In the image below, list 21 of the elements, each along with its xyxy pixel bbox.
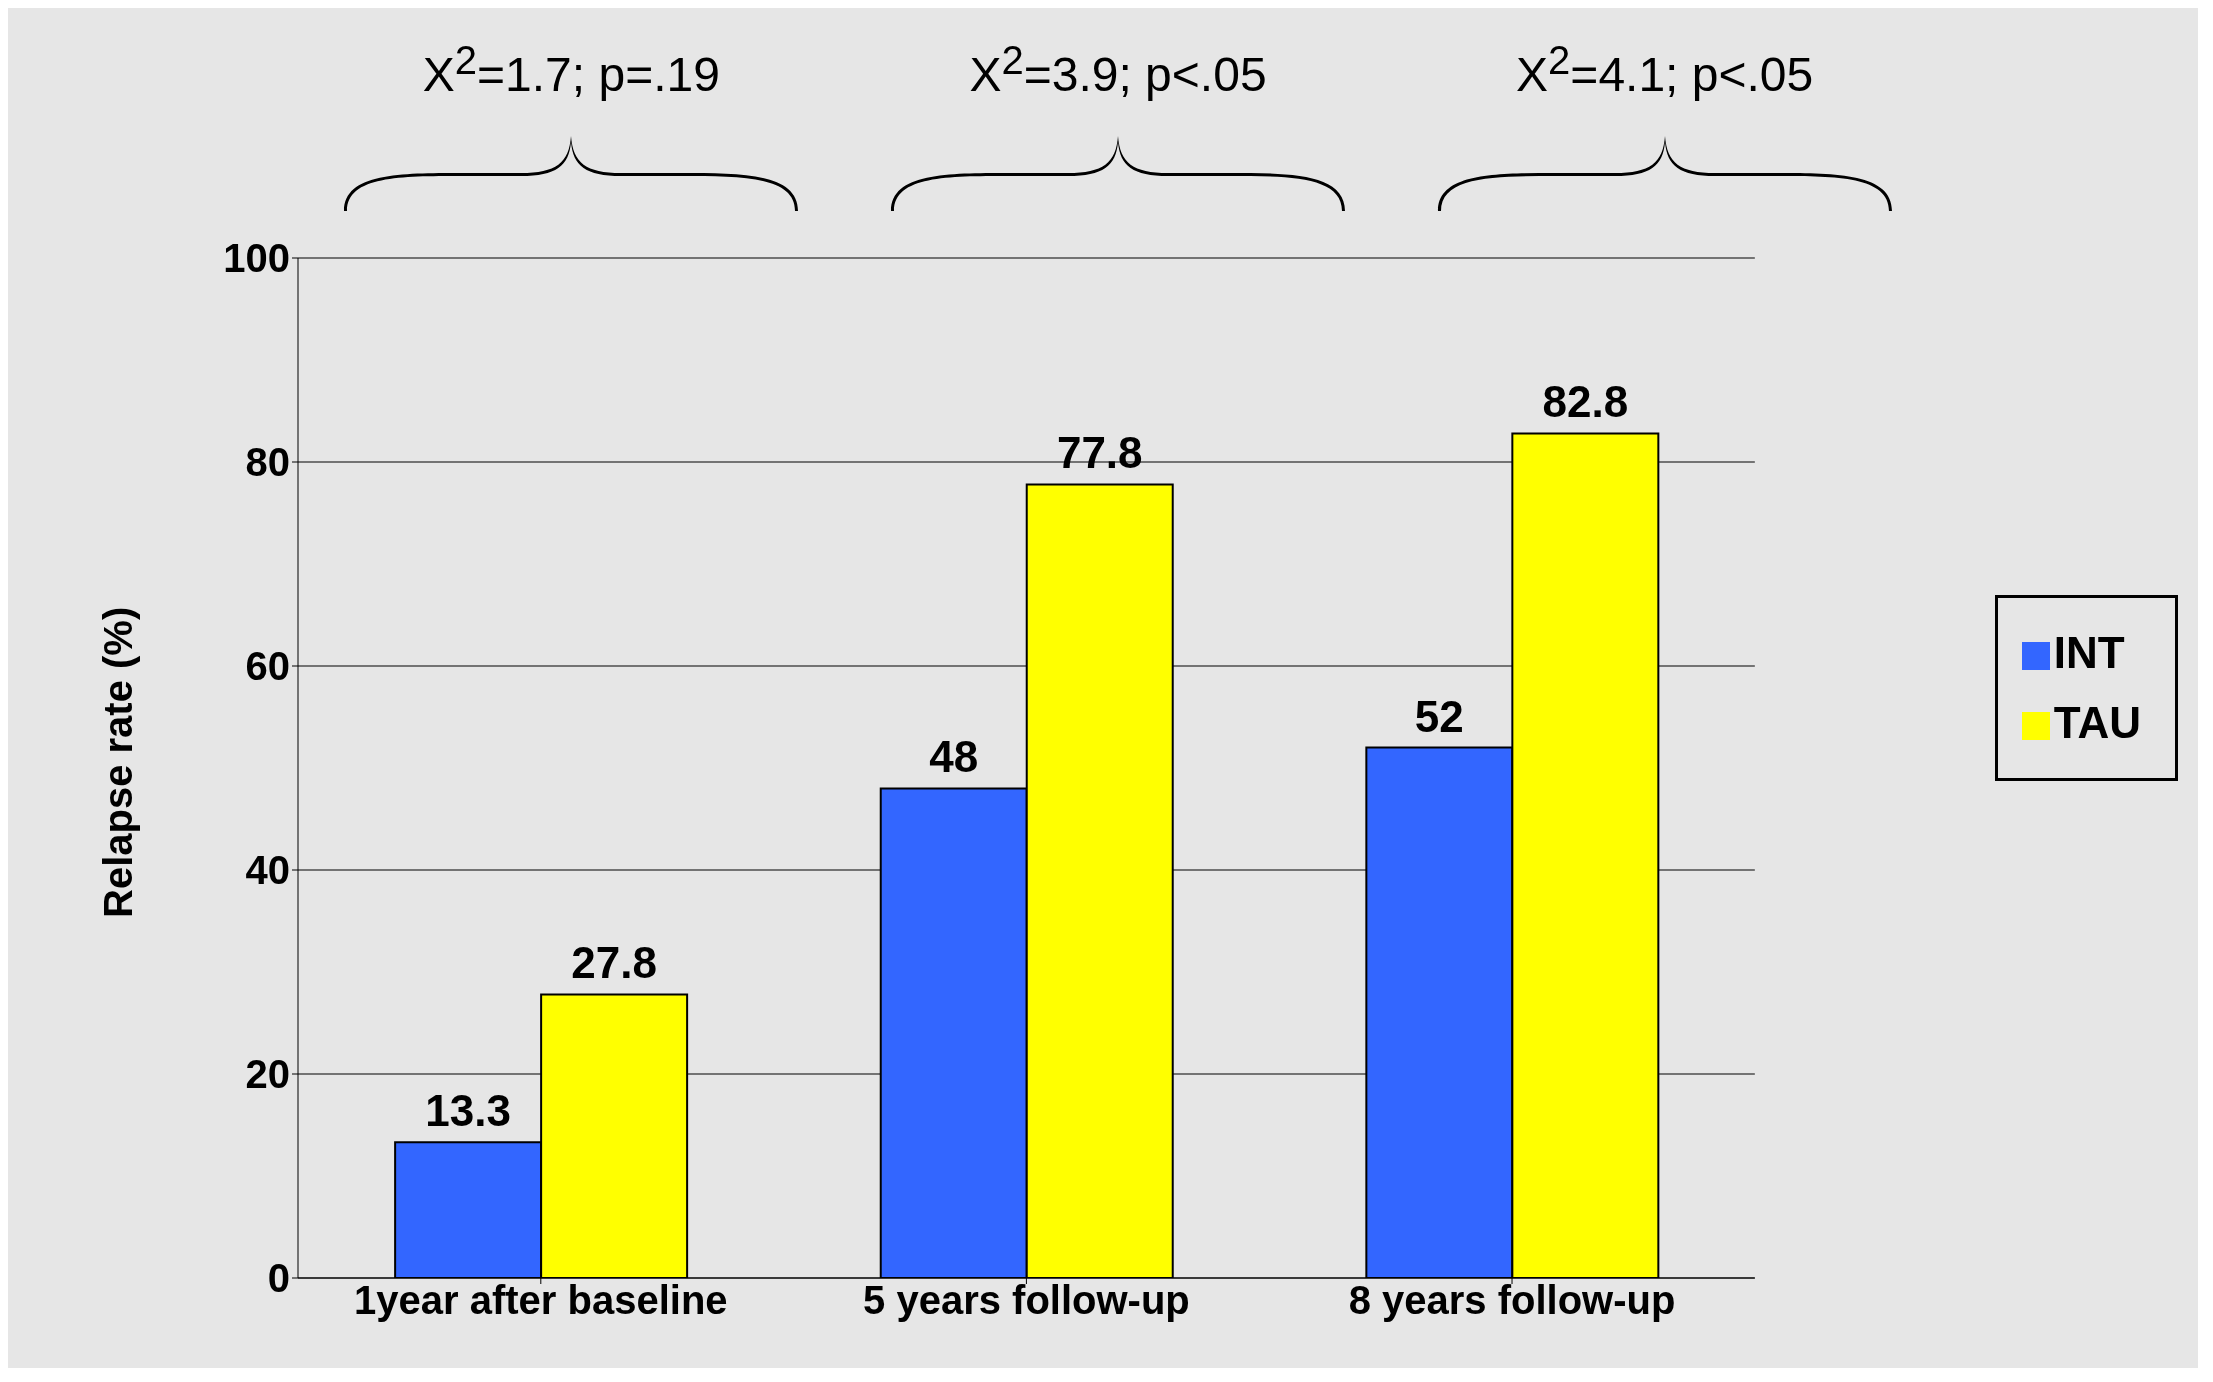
- y-axis-title: Relapse rate (%): [96, 606, 141, 918]
- data-label: 82.8: [1542, 377, 1629, 427]
- x-tick-label: 1year after baseline: [354, 1278, 728, 1323]
- legend-label: INT: [2053, 628, 2125, 677]
- y-tick-label: 20: [245, 1052, 290, 1097]
- text: X$^{2}$=4.1; p<.05: [1515, 38, 1815, 102]
- legend-label: TAU: [2053, 698, 2141, 747]
- y-tick-label: 40: [245, 848, 290, 893]
- data-label: 77.8: [1056, 428, 1143, 478]
- x-tick-label: 5 years follow-up: [863, 1278, 1190, 1323]
- y-tick-label: 100: [223, 236, 290, 281]
- y-tick-label: 80: [245, 440, 290, 485]
- y-tick-label: 60: [245, 644, 290, 689]
- text: X$^{2}$=1.7; p=.19: [421, 38, 721, 102]
- data-label: 48: [929, 732, 979, 782]
- text: X$^{2}$=3.9; p<.05: [968, 38, 1268, 102]
- y-tick-label: 0: [267, 1256, 290, 1301]
- data-label: 27.8: [571, 938, 657, 988]
- data-label: 52: [1414, 691, 1464, 741]
- x-tick-label: 8 years follow-up: [1348, 1278, 1676, 1323]
- data-label: 13.3: [425, 1086, 511, 1136]
